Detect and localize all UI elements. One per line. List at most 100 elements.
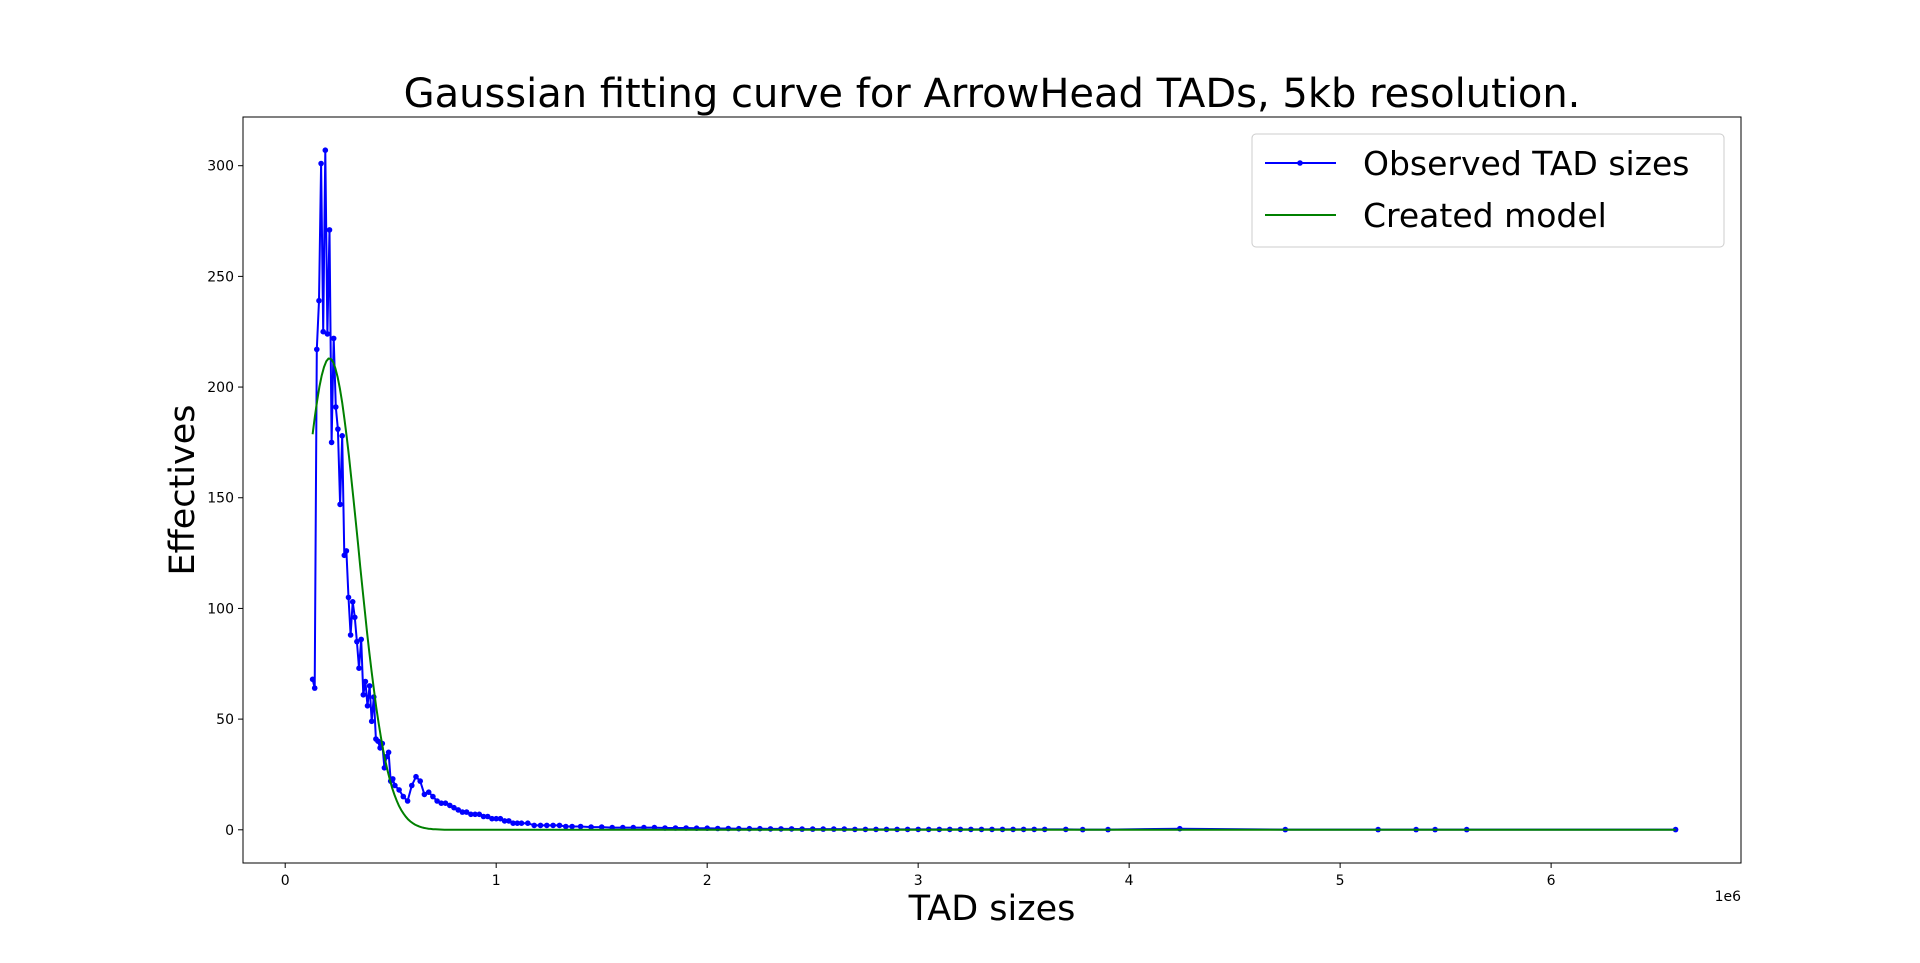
series-line-model	[311, 357, 1676, 831]
data-point-observed	[569, 823, 575, 830]
data-point-observed	[417, 778, 424, 784]
data-point-observed	[314, 346, 320, 353]
data-point-observed	[497, 815, 504, 822]
data-point-observed	[364, 703, 371, 709]
x-tick-label: 5	[1336, 873, 1345, 889]
y-tick-label: 50	[216, 712, 234, 728]
data-point-observed	[447, 802, 453, 809]
data-point-observed	[337, 501, 343, 508]
data-point-observed	[377, 745, 383, 751]
data-point-observed	[360, 692, 367, 698]
data-point-observed	[396, 787, 402, 793]
x-axis-offset-label: 1e6	[1715, 889, 1742, 905]
data-point-observed	[318, 160, 324, 167]
data-point-observed	[335, 426, 341, 432]
data-point-observed	[544, 822, 550, 829]
data-point-observed	[358, 636, 365, 643]
y-tick-label: 100	[207, 601, 234, 617]
data-point-observed	[333, 404, 339, 410]
data-point-observed	[451, 804, 457, 811]
data-point-observed	[341, 552, 348, 559]
data-point-observed	[345, 594, 352, 601]
legend-label-observed: Observed TAD sizes	[1363, 144, 1690, 183]
data-point-observed	[339, 433, 346, 439]
x-tick-label: 2	[703, 873, 712, 889]
y-tick-label: 0	[225, 823, 234, 839]
x-axis-label: TAD sizes	[908, 889, 1076, 929]
legend-label-model: Created model	[1363, 196, 1607, 235]
data-point-observed	[506, 818, 512, 824]
x-axis-ticks: 0 1 2 3 4 5 6	[281, 863, 1556, 889]
data-point-observed	[425, 789, 432, 795]
data-point-observed	[324, 331, 331, 337]
data-point-observed	[404, 798, 411, 804]
data-point-observed	[354, 638, 360, 645]
data-point-observed	[390, 776, 396, 782]
x-tick-label: 0	[281, 873, 290, 889]
data-point-observed	[550, 822, 556, 829]
data-point-observed	[563, 823, 569, 830]
data-point-observed	[577, 823, 584, 830]
data-point-observed	[309, 676, 316, 683]
data-point-observed	[430, 793, 436, 800]
y-tick-label: 250	[207, 269, 234, 285]
data-point-observed	[366, 683, 373, 689]
data-point-observed	[347, 632, 354, 638]
data-point-observed	[537, 822, 544, 829]
data-point-observed	[525, 820, 531, 826]
data-point-observed	[322, 147, 329, 153]
data-point-observed	[455, 807, 462, 813]
data-point-observed	[421, 791, 428, 798]
data-point-observed	[476, 811, 483, 818]
data-point-observed	[375, 738, 381, 744]
data-point-observed	[480, 813, 487, 820]
data-point-observed	[434, 798, 440, 804]
data-point-observed	[368, 718, 375, 725]
data-point-observed	[463, 809, 470, 815]
data-point-observed	[514, 820, 521, 826]
data-point-observed	[343, 548, 350, 554]
data-point-observed	[409, 782, 415, 789]
y-axis-ticks: 0 50 100 150 200 250 300	[207, 159, 243, 839]
data-point-observed	[468, 811, 474, 818]
y-axis-label: Effectives	[163, 405, 203, 576]
legend-marker-observed	[1297, 160, 1303, 166]
data-point-observed	[459, 809, 466, 815]
data-point-observed	[588, 824, 594, 830]
data-point-observed	[484, 813, 491, 820]
data-point-observed	[472, 811, 478, 818]
data-point-observed	[493, 815, 500, 822]
data-point-observed	[385, 749, 392, 756]
data-point-observed	[349, 599, 356, 605]
data-point-observed	[442, 800, 449, 806]
data-point-observed	[356, 665, 362, 671]
x-tick-label: 4	[1125, 873, 1134, 889]
data-point-observed	[400, 793, 407, 800]
data-point-observed	[320, 328, 327, 335]
data-point-observed	[326, 227, 333, 233]
legend-box	[1251, 133, 1725, 248]
data-point-observed	[598, 824, 605, 830]
y-tick-label: 200	[207, 380, 234, 396]
data-point-observed	[316, 297, 322, 304]
data-point-observed	[352, 614, 358, 621]
data-point-observed	[501, 818, 508, 824]
x-tick-label: 1	[492, 873, 501, 889]
data-point-observed	[438, 800, 445, 806]
plot-area: 0 1 2 3 4 5 6 0 50 100 150 200 250 300	[207, 116, 1742, 889]
data-point-observed	[531, 822, 537, 829]
data-point-observed	[330, 335, 337, 342]
y-tick-label: 300	[207, 159, 234, 175]
y-tick-label: 150	[207, 491, 234, 507]
data-point-observed	[413, 773, 419, 780]
data-point-observed	[510, 820, 516, 826]
data-point-observed	[518, 820, 525, 826]
data-point-observed	[489, 815, 495, 822]
x-tick-label: 3	[914, 873, 923, 889]
data-point-observed	[556, 822, 563, 829]
series-layer	[309, 147, 1679, 833]
data-point-observed	[362, 678, 369, 685]
x-tick-label: 6	[1547, 873, 1556, 889]
plot-frame	[242, 116, 1742, 864]
